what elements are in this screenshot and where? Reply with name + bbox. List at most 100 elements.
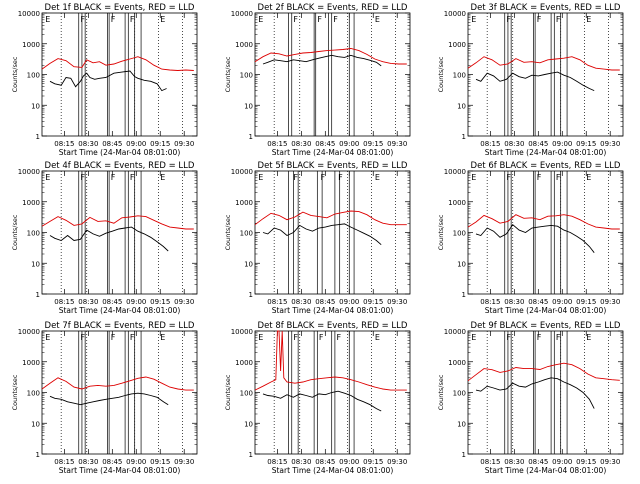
x-tick-label: 09:00: [552, 458, 572, 466]
interval-marker-f: F: [506, 333, 511, 342]
y-tick-label: 100: [453, 230, 466, 238]
chart-panel-4: Det 4f BLACK = Events, RED = LLD 1 10 100 10…: [11, 161, 198, 315]
chart-panel-1: Det 1f BLACK = Events, RED = LLD 1 10 100 10…: [11, 3, 198, 157]
x-tick-label: 09:00: [552, 298, 572, 306]
x-axis-label: Start Time (24-Mar-04 08:01:00): [272, 148, 394, 157]
x-tick-label: 09:15: [576, 458, 596, 466]
y-tick-label: 1: [249, 291, 253, 299]
x-tick-label: 09:30: [387, 140, 407, 148]
y-axis-label: Counts/sec: [11, 214, 19, 250]
x-tick-label: 08:45: [102, 298, 122, 306]
x-tick-label: 08:45: [315, 458, 335, 466]
chart-title: Det 7f BLACK = Events, RED = LLD: [45, 321, 195, 331]
x-tick-label: 08:15: [54, 458, 74, 466]
x-axis-label: Start Time (24-Mar-04 08:01:00): [272, 306, 394, 315]
y-tick-label: 10: [31, 102, 40, 110]
interval-marker-f: F: [537, 333, 542, 342]
chart-panel-9: Det 9f BLACK = Events, RED = LLD 1 10 100 10…: [437, 321, 624, 475]
interval-marker-e: E: [45, 333, 50, 342]
x-tick-label: 09:30: [174, 298, 194, 306]
x-tick-label: 09:15: [576, 298, 596, 306]
y-tick-label: 1000: [22, 41, 40, 49]
y-tick-label: 10000: [18, 328, 40, 336]
x-tick-label: 08:30: [78, 298, 98, 306]
x-tick-label: 08:30: [78, 140, 98, 148]
interval-marker-e: E: [471, 333, 476, 342]
chart-panel-3: Det 3f BLACK = Events, RED = LLD 1 10 100 10…: [437, 3, 624, 157]
interval-marker-f: F: [111, 15, 116, 24]
x-tick-label: 09:30: [600, 298, 620, 306]
series-line-red: [467, 56, 620, 71]
x-tick-label: 09:00: [126, 458, 146, 466]
interval-marker-e: E: [375, 15, 380, 24]
series-line-black: [262, 390, 382, 412]
interval-marker-e: E: [586, 15, 591, 24]
y-tick-label: 1000: [22, 359, 40, 367]
plot-frame: [467, 330, 624, 455]
y-tick-label: 100: [27, 230, 40, 238]
y-tick-label: 100: [240, 230, 253, 238]
x-axis-label: Start Time (24-Mar-04 08:01:00): [272, 466, 394, 475]
y-axis-label: Counts/sec: [224, 56, 232, 92]
plot-frame: [467, 170, 624, 295]
x-tick-label: 08:15: [480, 298, 500, 306]
x-tick-label: 09:30: [387, 458, 407, 466]
x-tick-label: 08:30: [78, 458, 98, 466]
x-tick-label: 09:30: [600, 458, 620, 466]
chart-title: Det 4f BLACK = Events, RED = LLD: [45, 161, 195, 171]
series-line-black: [262, 54, 382, 67]
y-tick-label: 1000: [448, 41, 466, 49]
y-tick-label: 1: [462, 451, 466, 459]
y-tick-label: 10000: [444, 168, 466, 176]
y-tick-label: 100: [240, 72, 253, 80]
x-axis-label: Start Time (24-Mar-04 08:01:00): [485, 148, 607, 157]
interval-marker-f: F: [319, 333, 324, 342]
chart-panel-6: Det 6f BLACK = Events, RED = LLD 1 10 100 10…: [437, 161, 624, 315]
series-line-red: [467, 362, 620, 382]
chart-panel-2: Det 2f BLACK = Events, RED = LLD 1 10 100 10…: [224, 3, 411, 157]
interval-marker-f: F: [111, 333, 116, 342]
y-axis-label: Counts/sec: [437, 214, 445, 250]
x-tick-label: 08:15: [267, 140, 287, 148]
x-tick-label: 08:30: [291, 298, 311, 306]
y-tick-label: 1000: [448, 359, 466, 367]
series-line-black: [475, 377, 595, 409]
series-line-red: [254, 210, 407, 226]
y-tick-label: 10: [457, 420, 466, 428]
interval-marker-e: E: [471, 15, 476, 24]
interval-marker-f: F: [130, 15, 135, 24]
interval-marker-e: E: [45, 15, 50, 24]
x-tick-label: 09:00: [339, 458, 359, 466]
x-tick-label: 08:45: [315, 298, 335, 306]
y-tick-label: 1: [249, 133, 253, 141]
interval-marker-f: F: [336, 333, 341, 342]
x-tick-label: 08:15: [480, 458, 500, 466]
y-tick-label: 1: [462, 133, 466, 141]
y-axis-label: Counts/sec: [437, 56, 445, 92]
interval-marker-e: E: [160, 15, 165, 24]
plot-frame: [41, 170, 198, 295]
y-tick-label: 100: [27, 72, 40, 80]
x-tick-label: 08:30: [504, 140, 524, 148]
y-tick-label: 100: [240, 390, 253, 398]
interval-marker-f: F: [333, 15, 338, 24]
y-tick-label: 1: [36, 451, 40, 459]
x-tick-label: 08:45: [528, 298, 548, 306]
y-axis-label: Counts/sec: [11, 374, 19, 410]
x-tick-label: 08:30: [291, 140, 311, 148]
interval-marker-e: E: [258, 333, 263, 342]
interval-marker-f: F: [317, 15, 322, 24]
x-tick-label: 08:15: [267, 298, 287, 306]
x-tick-label: 09:30: [174, 140, 194, 148]
series-line-black: [475, 224, 595, 253]
interval-marker-f: F: [556, 333, 561, 342]
y-tick-label: 10: [457, 260, 466, 268]
x-tick-label: 09:15: [150, 298, 170, 306]
interval-marker-f: F: [111, 173, 116, 182]
chart-panel-8: Det 8f BLACK = Events, RED = LLD 1 10 100 10…: [224, 321, 411, 475]
interval-marker-f: F: [321, 173, 326, 182]
x-tick-label: 09:00: [126, 140, 146, 148]
interval-marker-e: E: [160, 173, 165, 182]
